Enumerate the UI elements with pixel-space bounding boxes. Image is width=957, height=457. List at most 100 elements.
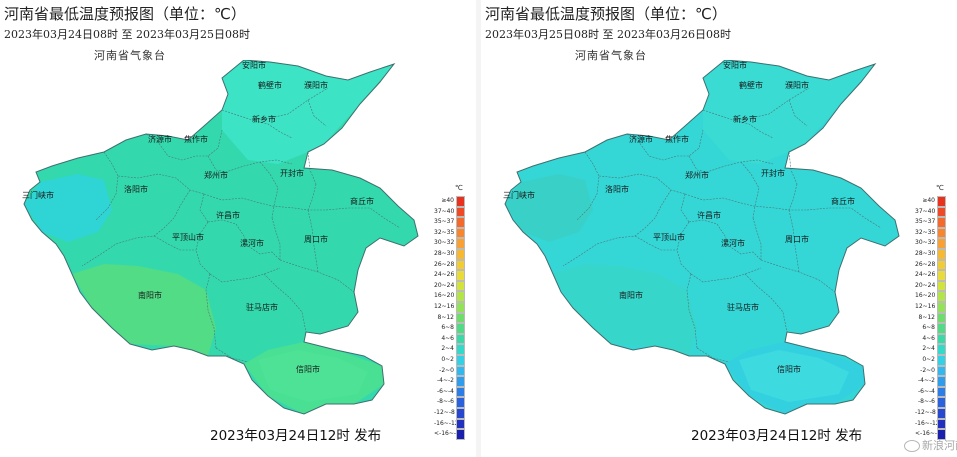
city-boundary <box>732 119 774 139</box>
city-boundary <box>696 347 730 363</box>
legend-label: 6~8 <box>441 324 454 332</box>
legend-swatch <box>937 365 946 377</box>
legend-label: 6~8 <box>922 324 935 332</box>
legend-swatch <box>937 429 946 440</box>
city-label: 新乡市 <box>733 114 757 124</box>
city-label: 济源市 <box>629 134 653 144</box>
legend-label: 2~4 <box>441 345 454 353</box>
city-label: 濮阳市 <box>304 80 328 90</box>
zone-sanmenxia <box>505 174 593 242</box>
legend-label: 26~28 <box>434 260 455 268</box>
legend-label: 2~4 <box>922 345 935 353</box>
city-label: 许昌市 <box>216 210 240 220</box>
legend-swatch <box>937 291 946 302</box>
legend-row: 20~24 <box>915 280 953 292</box>
city-boundary <box>598 173 686 195</box>
legend-swatch <box>456 259 465 271</box>
legend-swatch <box>456 302 465 313</box>
legend-swatch <box>456 280 465 292</box>
legend-label: 37~40 <box>915 207 936 215</box>
panel-title: 河南省最低温度预报图（单位：℃） <box>4 5 246 23</box>
city-label: 南阳市 <box>138 290 162 300</box>
city-boundary <box>263 273 307 333</box>
city-label: 周口市 <box>304 234 328 244</box>
city-label: 濮阳市 <box>785 80 809 90</box>
legend-swatch <box>937 238 946 249</box>
legend-label: 16~20 <box>915 292 936 300</box>
city-boundary <box>195 221 211 275</box>
legend-label: 16~20 <box>434 292 455 300</box>
city-label: 郑州市 <box>685 170 709 180</box>
city-boundary <box>626 129 704 161</box>
city-boundary <box>307 99 327 127</box>
legend-label: 12~16 <box>434 303 455 310</box>
city-boundary <box>271 217 281 260</box>
city-boundary <box>686 273 698 349</box>
legend-label: 24~26 <box>434 271 455 279</box>
zone-north <box>222 60 394 164</box>
city-label: 新乡市 <box>252 114 276 124</box>
city-label: 开封市 <box>761 168 785 178</box>
city-boundary <box>247 245 281 261</box>
legend-row: -16~-12 <box>915 418 953 430</box>
legend-swatch <box>937 408 946 419</box>
legend-row: 37~40 <box>915 206 953 218</box>
city-boundary <box>676 221 692 275</box>
legend-label: -2~0 <box>439 366 454 374</box>
legend-row: 28~30 <box>434 249 472 260</box>
legend-row: 12~16 <box>915 302 953 313</box>
city-label: 商丘市 <box>831 196 855 206</box>
legend-unit: ℃ <box>455 184 463 192</box>
legend-row: 26~28 <box>434 259 472 271</box>
legend-label: ≥40 <box>922 197 935 204</box>
panel-title: 河南省最低温度预报图（单位：℃） <box>485 5 727 23</box>
legend-swatch <box>937 217 946 228</box>
legend-swatch <box>937 270 946 281</box>
city-label: 南阳市 <box>619 290 643 300</box>
city-boundary <box>788 209 800 273</box>
city-label: 焦作市 <box>665 134 689 144</box>
legend-swatch <box>456 386 465 398</box>
legend-row: 6~8 <box>434 323 472 334</box>
legend-label: 37~40 <box>434 207 455 215</box>
legend-swatch <box>456 238 465 249</box>
city-label: 安阳市 <box>242 60 266 70</box>
legend-swatch <box>937 418 946 430</box>
legend-label: -12~-8 <box>434 409 455 416</box>
legend-swatch <box>456 397 465 408</box>
legend-row: 35~37 <box>434 217 472 228</box>
city-boundary <box>117 173 205 195</box>
legend-row: 30~32 <box>915 238 953 249</box>
legend-label: -6~-4 <box>437 387 454 395</box>
city-boundary <box>207 155 293 173</box>
zone-sanmenxia <box>24 174 112 242</box>
legend-swatch <box>456 333 465 345</box>
city-boundary <box>95 151 119 221</box>
legend-swatch <box>937 259 946 271</box>
city-boundary <box>279 259 355 293</box>
city-boundary <box>205 273 217 349</box>
city-label: 济源市 <box>148 134 172 144</box>
city-boundary <box>259 161 279 219</box>
legend-label: 4~6 <box>922 334 935 342</box>
city-boundary <box>251 119 293 139</box>
weibo-logo-icon <box>904 440 920 452</box>
city-label: 鹤壁市 <box>739 80 763 90</box>
legend-label: -16~-12 <box>434 419 459 427</box>
legend-swatch <box>937 312 946 324</box>
city-boundary <box>690 267 762 283</box>
city-label: 商丘市 <box>350 196 374 206</box>
legend-swatch <box>937 206 946 218</box>
city-label: 三门峡市 <box>503 190 535 200</box>
city-label: 驻马店市 <box>246 302 278 312</box>
legend-row: -12~-8 <box>915 408 953 419</box>
legend-label: -8~-6 <box>918 398 935 406</box>
legend-swatch <box>937 386 946 398</box>
legend-row: 24~26 <box>915 270 953 281</box>
legend-row: 6~8 <box>915 323 953 334</box>
issued-time: 2023年03月24日12时 发布 <box>691 428 863 444</box>
province-outline <box>504 60 900 415</box>
legend-label: -6~-4 <box>918 387 935 395</box>
